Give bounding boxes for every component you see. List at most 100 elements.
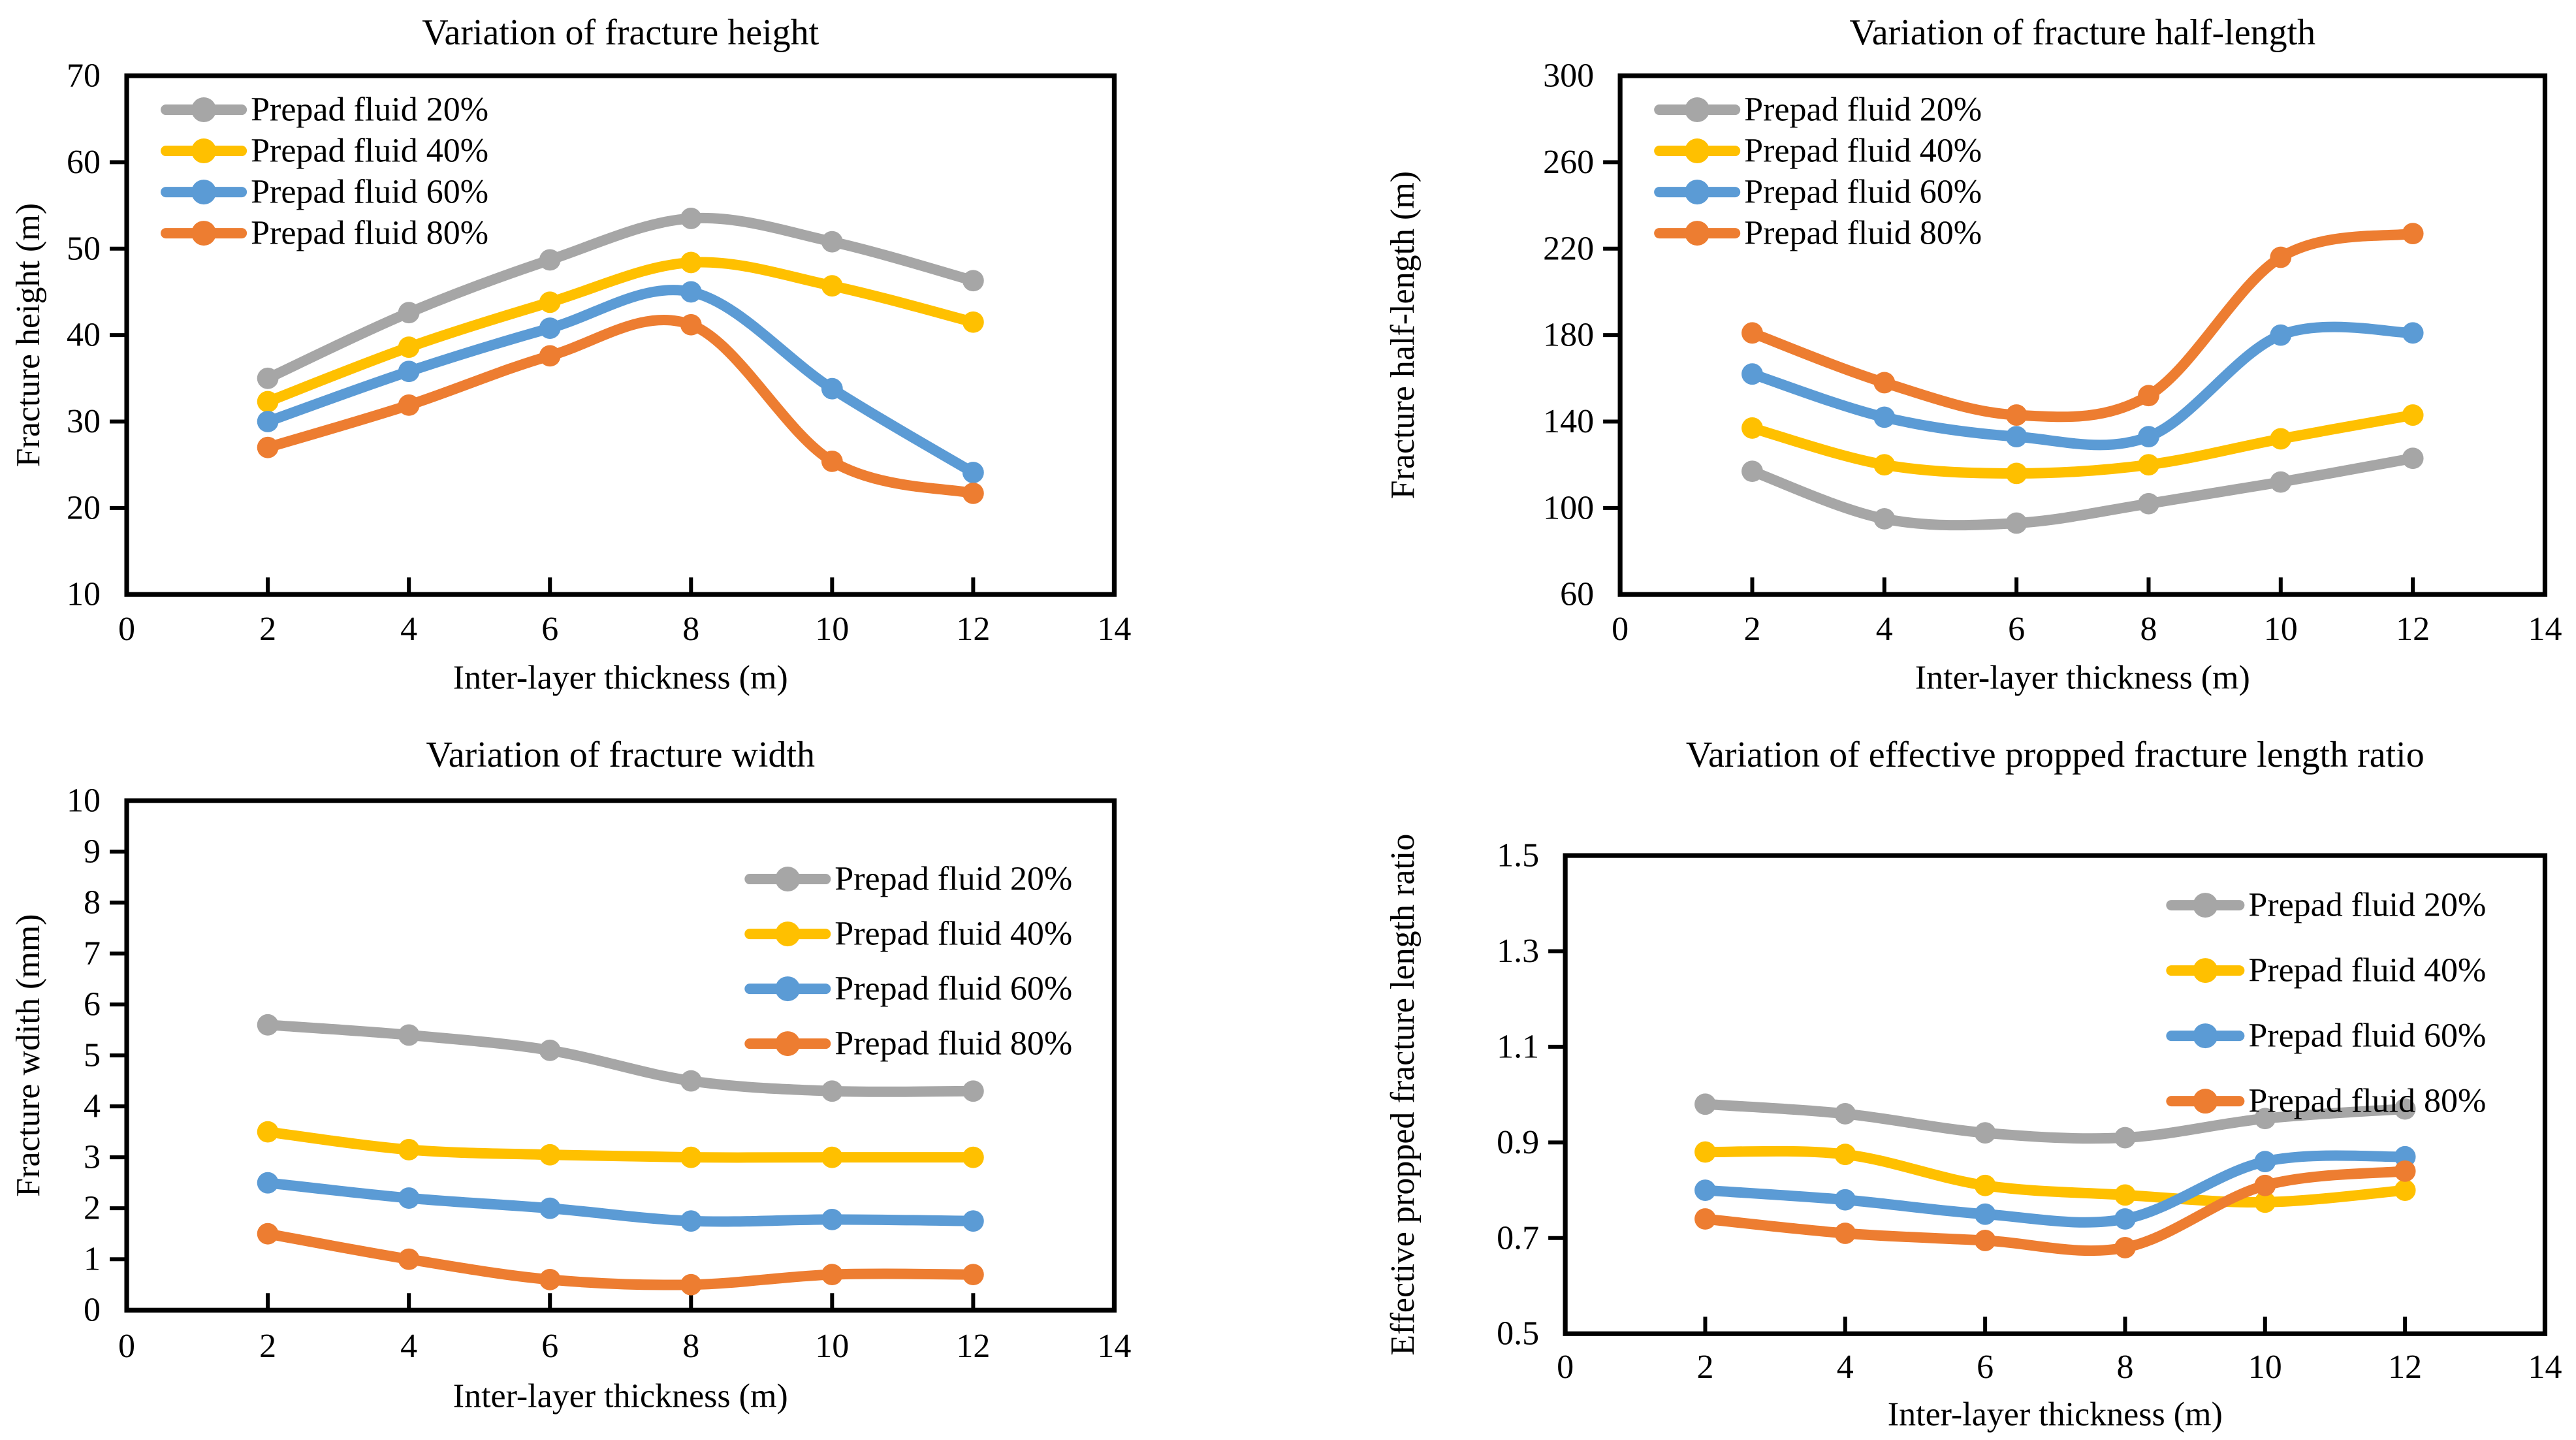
y-axis-tick-label: 180	[1543, 317, 1594, 354]
legend-point-marker	[1685, 97, 1709, 122]
legend-entry: Prepad fluid 60%	[1659, 174, 1982, 211]
data-point	[962, 1147, 984, 1168]
y-axis-tick-label: 2	[84, 1190, 101, 1227]
data-point	[257, 391, 279, 413]
data-point	[1741, 363, 1763, 385]
data-point	[1974, 1175, 1996, 1196]
chart-title: Variation of effective propped fracture …	[1685, 735, 2424, 775]
x-axis-tick-label: 0	[118, 611, 135, 648]
x-axis-tick-label: 4	[1875, 611, 1892, 648]
data-point	[2402, 223, 2423, 244]
data-point	[2402, 322, 2423, 344]
data-point	[1974, 1230, 1996, 1251]
data-point	[821, 1264, 843, 1285]
series-line-prepad-fluid-80-	[1705, 1172, 2405, 1251]
legend-point-marker	[1685, 221, 1709, 246]
y-axis-title: Fracture height (m)	[10, 203, 47, 467]
legend-entry: Prepad fluid 20%	[1659, 91, 1982, 129]
y-axis-tick-label: 60	[67, 144, 101, 181]
y-axis-tick-label: 0.5	[1497, 1315, 1539, 1352]
legend-label: Prepad fluid 80%	[2248, 1083, 2486, 1120]
legend-entry: Prepad fluid 60%	[166, 174, 488, 211]
data-point	[2138, 454, 2159, 475]
y-axis-title: Fracture wdith (mm)	[10, 914, 47, 1197]
data-point	[2394, 1179, 2415, 1201]
x-axis-tick-label: 8	[2116, 1349, 2133, 1386]
data-point	[821, 1147, 843, 1168]
data-point	[2270, 472, 2291, 493]
chart-title: Variation of fracture half-length	[1849, 12, 2315, 53]
legend-entry: Prepad fluid 80%	[1659, 215, 1982, 252]
data-point	[680, 252, 702, 274]
legend-point-marker	[2193, 958, 2218, 983]
x-axis-tick-label: 10	[815, 611, 849, 648]
data-point	[821, 1209, 843, 1230]
data-point	[962, 483, 984, 504]
x-axis-tick-label: 12	[956, 1328, 990, 1366]
data-point	[539, 1198, 561, 1219]
x-axis-title: Inter-layer thickness (m)	[453, 659, 788, 696]
legend-point-marker	[775, 867, 800, 891]
y-axis-tick-label: 140	[1543, 403, 1594, 440]
x-axis-tick-label: 14	[2528, 1349, 2562, 1386]
data-point	[962, 1264, 984, 1285]
x-axis-tick-label: 8	[682, 611, 699, 648]
y-axis-tick-label: 0	[84, 1292, 101, 1329]
data-point	[2254, 1175, 2276, 1196]
legend-entry: Prepad fluid 60%	[750, 970, 1072, 1008]
data-point	[680, 1274, 702, 1296]
y-axis-tick-label: 1	[84, 1241, 101, 1278]
data-point	[2270, 325, 2291, 346]
y-axis-tick-label: 70	[67, 57, 101, 95]
x-axis-tick-label: 6	[2008, 611, 2025, 648]
data-point	[1834, 1223, 1856, 1244]
data-point	[2402, 447, 2423, 469]
y-axis-tick-label: 1.3	[1497, 933, 1539, 970]
data-point	[1694, 1142, 1716, 1163]
x-axis-tick-label: 14	[1097, 611, 1131, 648]
data-point	[962, 462, 984, 483]
x-axis-tick-label: 0	[1557, 1349, 1574, 1386]
y-axis-tick-label: 6	[84, 986, 101, 1023]
x-axis-title: Inter-layer thickness (m)	[453, 1378, 788, 1415]
data-point	[257, 1223, 279, 1245]
series-line-prepad-fluid-60-	[268, 290, 973, 473]
x-axis-tick-label: 14	[2528, 611, 2562, 648]
x-axis-title: Inter-layer thickness (m)	[1887, 1396, 2222, 1433]
data-point	[962, 1211, 984, 1232]
data-point	[257, 437, 279, 458]
y-axis-title: Effective propped fracture length ratio	[1384, 834, 1422, 1356]
y-axis-tick-label: 300	[1543, 57, 1594, 95]
data-point	[2270, 428, 2291, 450]
y-axis-tick-label: 40	[67, 317, 101, 354]
y-axis-tick-label: 0.7	[1497, 1220, 1539, 1257]
legend-label: Prepad fluid 80%	[251, 215, 488, 252]
y-axis-tick-label: 100	[1543, 489, 1594, 526]
legend-label: Prepad fluid 80%	[1744, 215, 1982, 252]
legend-point-marker	[2193, 893, 2218, 918]
data-point	[398, 302, 420, 323]
y-axis-tick-label: 1.1	[1497, 1029, 1539, 1066]
data-point	[2005, 426, 2027, 447]
legend-entry: Prepad fluid 80%	[166, 215, 488, 252]
x-axis-tick-label: 12	[2388, 1349, 2422, 1386]
data-point	[1834, 1189, 1856, 1211]
y-axis-tick-label: 0.9	[1497, 1124, 1539, 1161]
data-point	[1873, 508, 1895, 530]
legend-label: Prepad fluid 40%	[1744, 133, 1982, 170]
x-axis-tick-label: 14	[1097, 1328, 1131, 1366]
legend-label: Prepad fluid 40%	[251, 133, 488, 170]
legend-entry: Prepad fluid 20%	[2171, 887, 2486, 924]
data-point	[680, 1070, 702, 1092]
data-point	[398, 1025, 420, 1046]
data-point	[1974, 1204, 1996, 1225]
legend-point-marker	[775, 976, 800, 1001]
y-axis-tick-label: 30	[67, 403, 101, 440]
data-point	[1694, 1094, 1716, 1115]
data-point	[2402, 404, 2423, 426]
